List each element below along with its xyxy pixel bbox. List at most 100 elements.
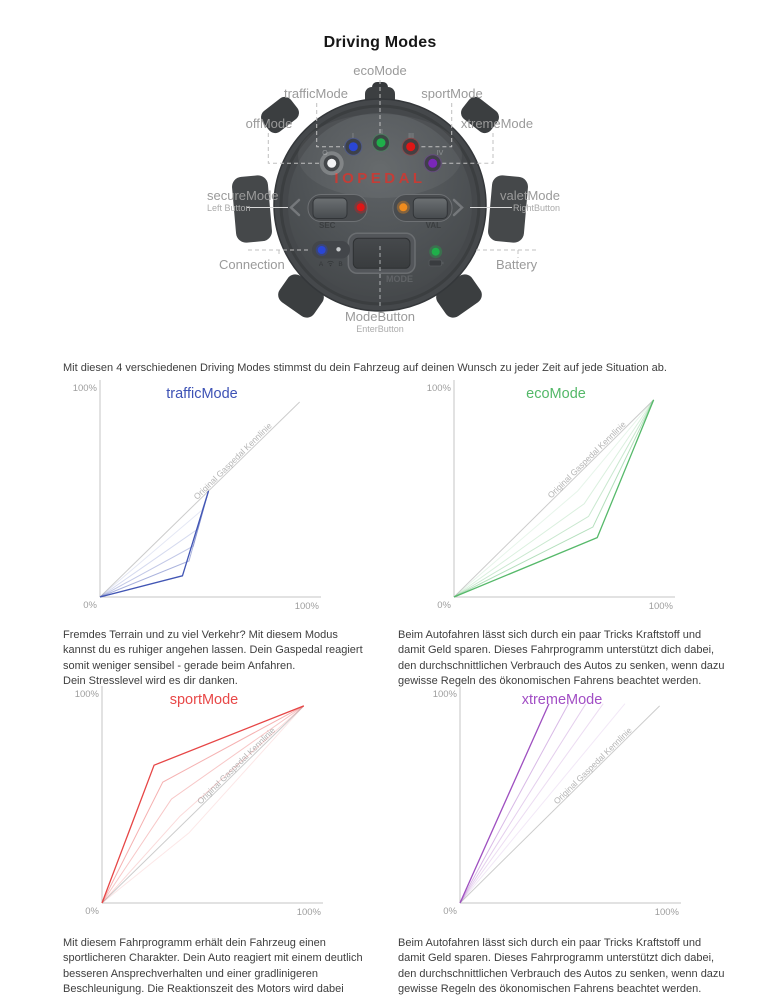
callout-battery: Battery	[496, 257, 538, 272]
left-button	[312, 197, 348, 219]
series-ghost-1	[101, 705, 305, 904]
series-ghost-4	[453, 399, 655, 598]
callout-xtrememode: xtremeMode	[460, 116, 534, 131]
right-button	[412, 197, 448, 219]
connector-xtrememode	[441, 133, 494, 164]
series-main	[99, 490, 210, 598]
led-label-sport: III	[408, 133, 414, 140]
origin-label: 0%	[437, 600, 451, 610]
chart-title: xtremeMode	[522, 692, 603, 708]
wifi-icon	[327, 260, 334, 267]
series-ghost-4	[459, 703, 626, 904]
iopedal-device-illustration: IOPEDAL O I II III IV	[232, 80, 537, 318]
marking-b: B	[338, 261, 342, 268]
led-label-eco: II	[379, 129, 383, 136]
brand-wordmark: IOPEDAL	[334, 170, 425, 187]
series-ghost-3	[101, 705, 305, 904]
callout-modebutton: ModeButton EnterButton	[330, 309, 430, 335]
connection-recess	[312, 241, 350, 259]
chart-canvas: Original Gaspedal Kennlinie 100% 0% 100% eco…	[427, 380, 675, 612]
series-ghost-2	[459, 703, 587, 904]
series-main	[459, 703, 550, 904]
trafficmode-led	[344, 137, 363, 156]
callout-trafficmode: trafficMode	[283, 86, 349, 101]
chart-title: trafficMode	[166, 386, 237, 402]
description-xtrememode: Beim Autofahren lässt sich durch ein paa…	[398, 937, 725, 996]
series-main	[101, 705, 305, 904]
y-max-label: 100%	[433, 689, 458, 700]
x-max-label: 100%	[295, 601, 320, 610]
reference-line	[99, 401, 300, 598]
series-ghost-2	[101, 705, 305, 904]
callout-offmode: offMode	[245, 116, 293, 131]
xtrememode-led	[423, 154, 442, 173]
x-max-label: 100%	[297, 907, 322, 916]
series-ghost-1	[453, 399, 655, 598]
y-max-label: 100%	[73, 383, 98, 394]
led-label-xtreme: IV	[437, 150, 444, 157]
description-ecomode: Beim Autofahren lässt sich durch ein paa…	[398, 629, 725, 688]
reference-line	[459, 705, 660, 904]
connection-led	[315, 244, 328, 256]
callout-valetmode: valetMode RightButton	[500, 188, 560, 214]
left-button-label: SEC	[319, 221, 336, 230]
battery-led	[429, 245, 443, 259]
offmode-led	[319, 151, 344, 176]
left-arrow-icon	[289, 198, 301, 217]
chart-title: sportMode	[170, 692, 239, 708]
reference-line-label: Original Gaspedal Kennlinie	[546, 419, 628, 500]
device-face-highlight	[298, 114, 462, 198]
right-button-label: VAL	[426, 221, 442, 230]
callout-ecomode: ecoMode	[353, 63, 407, 78]
connector-sportmode	[419, 103, 453, 148]
connector-offmode	[267, 133, 322, 164]
origin-label: 0%	[443, 906, 457, 916]
device-figure: IOPEDAL O I II III IV	[0, 0, 760, 345]
y-max-label: 100%	[75, 689, 100, 700]
led-label-off: O	[322, 150, 328, 157]
series-ghost-2	[453, 399, 655, 598]
callout-valetmode-label: valetMode	[500, 188, 560, 203]
callout-securemode-label: secureMode	[207, 188, 279, 203]
connection-indicator-dot	[336, 247, 341, 252]
origin-label: 0%	[83, 600, 97, 610]
sportmode-led	[401, 137, 420, 156]
series-ghost-3	[459, 703, 604, 904]
reference-line-label: Original Gaspedal Kennlinie	[192, 420, 274, 501]
right-arrow-icon	[452, 198, 464, 217]
marking-a: A	[319, 261, 324, 268]
battery-icon	[428, 259, 444, 267]
chart-title: ecoMode	[526, 386, 586, 402]
reference-line	[453, 399, 654, 598]
intro-text: Mit diesen 4 verschiedenen Driving Modes…	[63, 362, 667, 374]
callout-modebutton-label: ModeButton	[344, 309, 416, 324]
description-sportmode: Mit diesem Fahrprogramm erhält dein Fahr…	[63, 937, 363, 1000]
reference-line	[101, 705, 305, 904]
callout-connection: Connection	[219, 257, 285, 272]
series-ghost-4	[101, 705, 305, 904]
callout-connectors	[248, 80, 537, 308]
x-max-label: 100%	[655, 907, 680, 916]
chart-xtrememode: Original Gaspedal Kennlinie 100% 0% 100% xtr…	[420, 684, 740, 918]
mode-display-label: MODE	[386, 274, 413, 284]
callout-valetmode-sub: RightButton	[512, 203, 560, 213]
device-housing-tabs	[232, 96, 528, 318]
y-max-label: 100%	[427, 383, 452, 394]
series-ghost-3	[453, 399, 655, 598]
mode-led-row: O I II III IV	[322, 129, 443, 157]
callout-modebutton-sub: EnterButton	[356, 324, 404, 334]
series-ghost-1	[459, 703, 569, 904]
led-label-traffic: I	[352, 133, 354, 140]
callout-securemode: secureMode Left Button	[207, 188, 279, 214]
chart-canvas: Original Gaspedal Kennlinie 100% 0% 100% xtr…	[433, 686, 681, 918]
callout-securemode-sub: Left Button	[207, 203, 251, 213]
description-trafficmode: Fremdes Terrain und zu viel Verkehr? Mit…	[63, 629, 363, 688]
callout-sportmode: sportMode	[421, 86, 483, 101]
chart-trafficmode: Original Gaspedal Kennlinie 100% 0% 100% tra…	[60, 378, 380, 612]
reference-line-label: Original Gaspedal Kennlinie	[552, 725, 634, 806]
connector-trafficmode	[316, 103, 344, 148]
mode-display-screen	[352, 237, 411, 269]
origin-label: 0%	[85, 906, 99, 916]
